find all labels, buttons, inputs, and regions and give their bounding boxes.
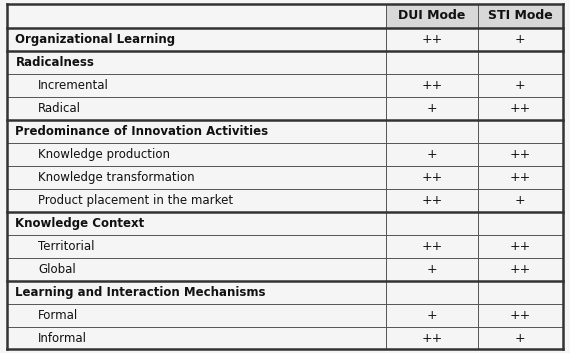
Text: Knowledge Context: Knowledge Context <box>15 217 145 230</box>
Text: Predominance of Innovation Activities: Predominance of Innovation Activities <box>15 125 268 138</box>
Text: ++: ++ <box>421 331 443 345</box>
Text: Knowledge production: Knowledge production <box>38 148 170 161</box>
Text: +: + <box>515 331 526 345</box>
Text: ++: ++ <box>510 309 531 322</box>
Text: Radicalness: Radicalness <box>15 56 94 69</box>
Text: ++: ++ <box>510 171 531 184</box>
Text: ++: ++ <box>421 240 443 253</box>
Text: Product placement in the market: Product placement in the market <box>38 194 233 207</box>
Text: ++: ++ <box>510 148 531 161</box>
Text: Knowledge transformation: Knowledge transformation <box>38 171 195 184</box>
Text: ++: ++ <box>421 194 443 207</box>
Text: Incremental: Incremental <box>38 79 109 92</box>
Text: Informal: Informal <box>38 331 87 345</box>
Text: DUI Mode: DUI Mode <box>398 10 466 23</box>
Text: Learning and Interaction Mechanisms: Learning and Interaction Mechanisms <box>15 286 266 299</box>
Text: +: + <box>515 34 526 46</box>
Text: ++: ++ <box>421 79 443 92</box>
Text: +: + <box>427 102 437 115</box>
Text: Formal: Formal <box>38 309 79 322</box>
Text: Global: Global <box>38 263 76 276</box>
Text: ++: ++ <box>510 102 531 115</box>
Text: +: + <box>515 79 526 92</box>
Text: Radical: Radical <box>38 102 81 115</box>
Text: ++: ++ <box>510 263 531 276</box>
Text: ++: ++ <box>421 34 443 46</box>
Text: +: + <box>427 148 437 161</box>
Text: +: + <box>427 263 437 276</box>
Text: ++: ++ <box>421 171 443 184</box>
Text: Territorial: Territorial <box>38 240 95 253</box>
Text: STI Mode: STI Mode <box>488 10 553 23</box>
Text: Organizational Learning: Organizational Learning <box>15 34 176 46</box>
Text: +: + <box>515 194 526 207</box>
Bar <box>386 4 563 29</box>
Text: ++: ++ <box>510 240 531 253</box>
Text: +: + <box>427 309 437 322</box>
